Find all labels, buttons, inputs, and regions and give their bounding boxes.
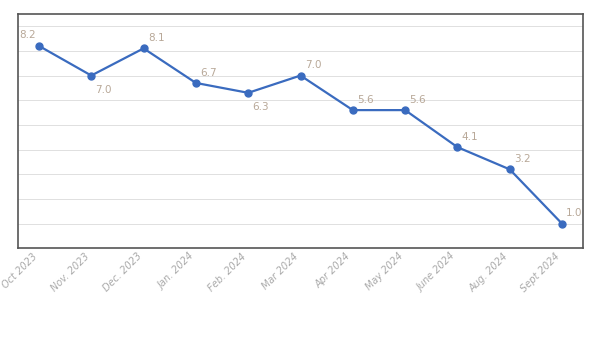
Text: 5.6: 5.6 bbox=[409, 95, 426, 105]
Text: 3.2: 3.2 bbox=[514, 154, 531, 164]
Text: 6.3: 6.3 bbox=[252, 102, 269, 112]
Text: 7.0: 7.0 bbox=[305, 60, 321, 70]
Text: 8.2: 8.2 bbox=[20, 30, 36, 40]
Text: 6.7: 6.7 bbox=[200, 68, 217, 78]
Text: 8.1: 8.1 bbox=[148, 33, 165, 43]
Text: 5.6: 5.6 bbox=[357, 95, 374, 105]
Text: 1.0: 1.0 bbox=[566, 208, 583, 218]
Text: 7.0: 7.0 bbox=[96, 85, 112, 95]
Text: 4.1: 4.1 bbox=[462, 132, 478, 142]
